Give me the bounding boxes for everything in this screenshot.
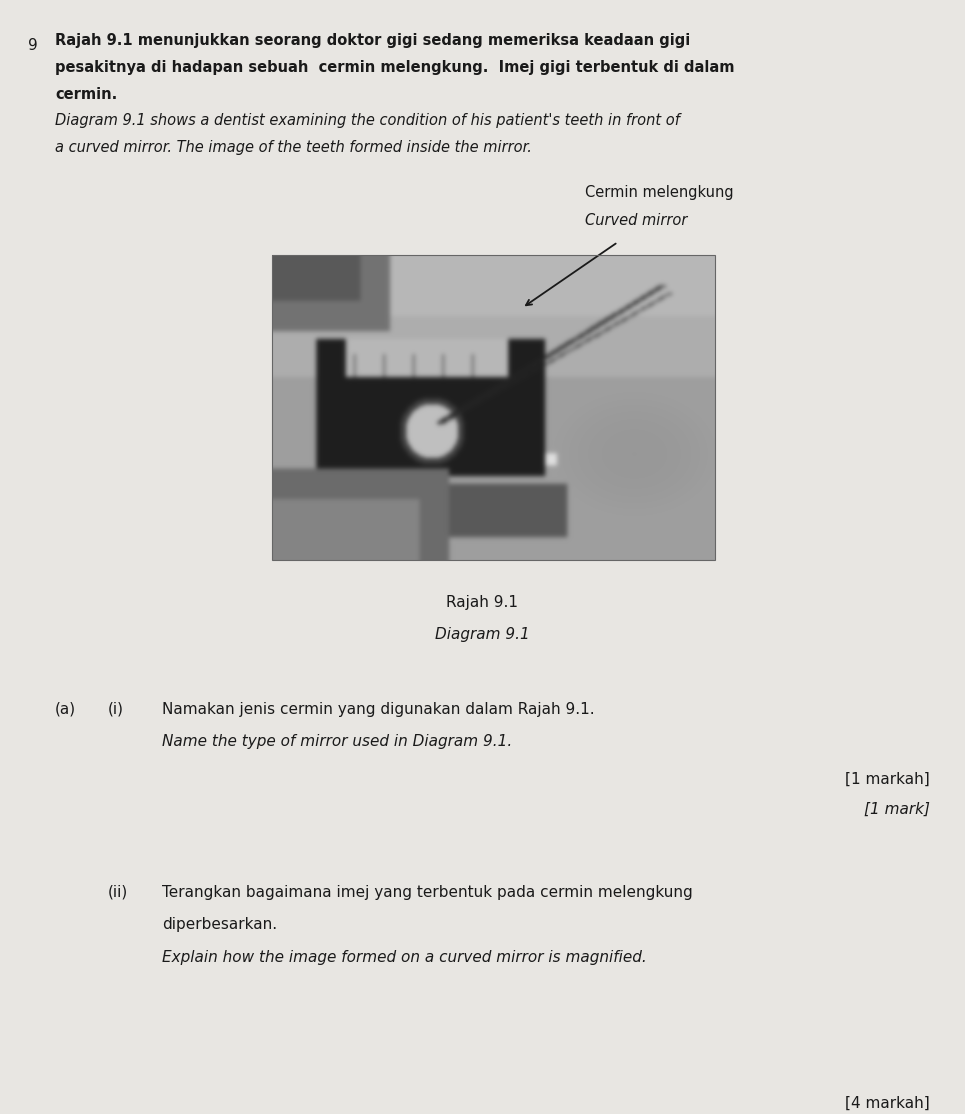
- Text: [4 markah]: [4 markah]: [845, 1096, 930, 1111]
- Bar: [272, 255, 715, 560]
- Text: Rajah 9.1: Rajah 9.1: [447, 595, 518, 610]
- Text: Explain how the image formed on a curved mirror is magnified.: Explain how the image formed on a curved…: [162, 950, 647, 965]
- Text: cermin.: cermin.: [55, 87, 118, 102]
- Text: 9: 9: [28, 38, 38, 53]
- Text: Namakan jenis cermin yang digunakan dalam Rajah 9.1.: Namakan jenis cermin yang digunakan dala…: [162, 702, 594, 717]
- Text: Rajah 9.1 menunjukkan seorang doktor gigi sedang memeriksa keadaan gigi: Rajah 9.1 menunjukkan seorang doktor gig…: [55, 33, 690, 48]
- Text: (i): (i): [108, 702, 124, 717]
- Text: pesakitnya di hadapan sebuah  cermin melengkung.  Imej gigi terbentuk di dalam: pesakitnya di hadapan sebuah cermin mele…: [55, 60, 734, 75]
- Text: Diagram 9.1 shows a dentist examining the condition of his patient's teeth in fr: Diagram 9.1 shows a dentist examining th…: [55, 113, 680, 128]
- Text: Terangkan bagaimana imej yang terbentuk pada cermin melengkung: Terangkan bagaimana imej yang terbentuk …: [162, 885, 693, 900]
- Text: diperbesarkan.: diperbesarkan.: [162, 917, 277, 932]
- Text: Name the type of mirror used in Diagram 9.1.: Name the type of mirror used in Diagram …: [162, 734, 512, 749]
- Text: [1 markah]: [1 markah]: [845, 772, 930, 786]
- Text: [1 mark]: [1 mark]: [864, 802, 930, 817]
- Text: Diagram 9.1: Diagram 9.1: [435, 627, 530, 642]
- Text: Curved mirror: Curved mirror: [585, 213, 687, 228]
- Text: Cermin melengkung: Cermin melengkung: [585, 185, 733, 201]
- Text: a curved mirror. The image of the teeth formed inside the mirror.: a curved mirror. The image of the teeth …: [55, 140, 532, 155]
- Text: (ii): (ii): [108, 885, 128, 900]
- Text: (a): (a): [55, 702, 76, 717]
